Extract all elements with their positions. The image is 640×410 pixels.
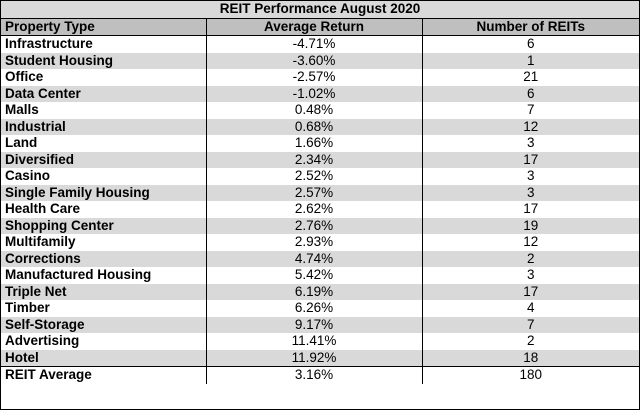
cell-number-of-reits: 12: [422, 234, 640, 251]
table-row: Self-Storage 9.17% 7: [1, 316, 640, 333]
reit-performance-table: REIT Performance August 2020 Property Ty…: [1, 1, 640, 384]
cell-average-return: 9.17%: [206, 316, 423, 333]
table-row: Malls 0.48% 7: [1, 102, 640, 119]
table-row: Data Center -1.02% 6: [1, 85, 640, 102]
cell-average-return: 6.19%: [206, 283, 423, 300]
cell-average-return: 11.41%: [206, 333, 423, 350]
table-row: Infrastructure -4.71% 6: [1, 35, 640, 53]
cell-property-type: Malls: [1, 102, 207, 119]
cell-property-type: Land: [1, 135, 207, 152]
cell-number-of-reits: 3: [422, 168, 640, 185]
table-row: Timber 6.26% 4: [1, 300, 640, 317]
table-row: Triple Net 6.19% 17: [1, 283, 640, 300]
cell-number-of-reits: 17: [422, 283, 640, 300]
table-row: Multifamily 2.93% 12: [1, 234, 640, 251]
table-row: Manufactured Housing 5.42% 3: [1, 267, 640, 284]
table-row: Health Care 2.62% 17: [1, 201, 640, 218]
cell-property-type: Student Housing: [1, 52, 207, 69]
table-row: Office -2.57% 21: [1, 69, 640, 86]
cell-number-of-reits: 18: [422, 349, 640, 367]
table-body: Infrastructure -4.71% 6 Student Housing -3.6…: [1, 35, 640, 367]
cell-property-type: Infrastructure: [1, 35, 207, 53]
cell-number-of-reits: 1: [422, 52, 640, 69]
cell-average-return: -4.71%: [206, 35, 423, 53]
cell-average-return: 2.76%: [206, 217, 423, 234]
header-number-of-reits: Number of REITs: [422, 18, 640, 36]
cell-number-of-reits: 3: [422, 184, 640, 201]
average-count: 180: [422, 366, 640, 384]
average-return: 3.16%: [206, 366, 423, 384]
cell-number-of-reits: 6: [422, 85, 640, 102]
cell-number-of-reits: 21: [422, 69, 640, 86]
average-row: REIT Average 3.16% 180: [1, 366, 640, 384]
header-property-type: Property Type: [1, 18, 207, 36]
cell-property-type: Advertising: [1, 333, 207, 350]
table-row: Land 1.66% 3: [1, 135, 640, 152]
cell-number-of-reits: 17: [422, 151, 640, 168]
cell-property-type: Corrections: [1, 250, 207, 267]
cell-number-of-reits: 3: [422, 267, 640, 284]
cell-property-type: Office: [1, 69, 207, 86]
cell-number-of-reits: 2: [422, 333, 640, 350]
cell-average-return: 0.68%: [206, 118, 423, 135]
cell-number-of-reits: 7: [422, 102, 640, 119]
cell-number-of-reits: 6: [422, 35, 640, 53]
cell-property-type: Diversified: [1, 151, 207, 168]
cell-property-type: Timber: [1, 300, 207, 317]
table-row: Industrial 0.68% 12: [1, 118, 640, 135]
cell-property-type: Casino: [1, 168, 207, 185]
table-row: Hotel 11.92% 18: [1, 349, 640, 367]
average-label: REIT Average: [1, 366, 207, 384]
cell-property-type: Multifamily: [1, 234, 207, 251]
cell-average-return: 2.93%: [206, 234, 423, 251]
cell-property-type: Hotel: [1, 349, 207, 367]
table-row: Shopping Center 2.76% 19: [1, 217, 640, 234]
cell-average-return: 1.66%: [206, 135, 423, 152]
table-title-row: REIT Performance August 2020: [1, 1, 640, 19]
cell-property-type: Manufactured Housing: [1, 267, 207, 284]
cell-number-of-reits: 19: [422, 217, 640, 234]
cell-average-return: 2.34%: [206, 151, 423, 168]
cell-average-return: 2.52%: [206, 168, 423, 185]
cell-property-type: Self-Storage: [1, 316, 207, 333]
table-row: Diversified 2.34% 17: [1, 151, 640, 168]
cell-average-return: 2.57%: [206, 184, 423, 201]
cell-average-return: -1.02%: [206, 85, 423, 102]
cell-property-type: Shopping Center: [1, 217, 207, 234]
cell-property-type: Industrial: [1, 118, 207, 135]
cell-average-return: -2.57%: [206, 69, 423, 86]
cell-average-return: 11.92%: [206, 349, 423, 367]
cell-number-of-reits: 4: [422, 300, 640, 317]
cell-property-type: Data Center: [1, 85, 207, 102]
cell-average-return: 6.26%: [206, 300, 423, 317]
cell-average-return: 4.74%: [206, 250, 423, 267]
cell-average-return: -3.60%: [206, 52, 423, 69]
table-header-row: Property Type Average Return Number of R…: [1, 18, 640, 36]
cell-average-return: 2.62%: [206, 201, 423, 218]
cell-number-of-reits: 2: [422, 250, 640, 267]
cell-number-of-reits: 17: [422, 201, 640, 218]
header-average-return: Average Return: [206, 18, 423, 36]
table-row: Student Housing -3.60% 1: [1, 52, 640, 69]
table-title: REIT Performance August 2020: [1, 1, 640, 19]
cell-property-type: Health Care: [1, 201, 207, 218]
table-row: Casino 2.52% 3: [1, 168, 640, 185]
cell-property-type: Single Family Housing: [1, 184, 207, 201]
table-row: Single Family Housing 2.57% 3: [1, 184, 640, 201]
table-row: Advertising 11.41% 2: [1, 333, 640, 350]
cell-average-return: 5.42%: [206, 267, 423, 284]
cell-number-of-reits: 3: [422, 135, 640, 152]
cell-average-return: 0.48%: [206, 102, 423, 119]
cell-property-type: Triple Net: [1, 283, 207, 300]
cell-number-of-reits: 12: [422, 118, 640, 135]
cell-number-of-reits: 7: [422, 316, 640, 333]
table-row: Corrections 4.74% 2: [1, 250, 640, 267]
